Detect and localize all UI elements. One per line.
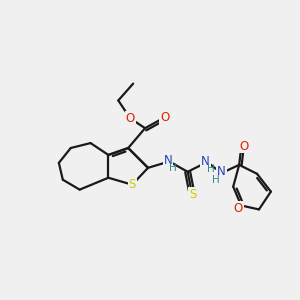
Text: O: O <box>239 140 249 152</box>
Text: S: S <box>128 178 136 191</box>
Text: S: S <box>189 188 196 201</box>
Text: O: O <box>126 112 135 125</box>
Text: N: N <box>201 155 210 168</box>
Text: N: N <box>217 165 226 178</box>
Text: H: H <box>212 175 219 185</box>
Text: O: O <box>160 111 170 124</box>
Text: O: O <box>234 202 243 215</box>
Text: N: N <box>164 154 172 167</box>
Text: H: H <box>169 163 177 173</box>
Text: H: H <box>207 164 214 174</box>
